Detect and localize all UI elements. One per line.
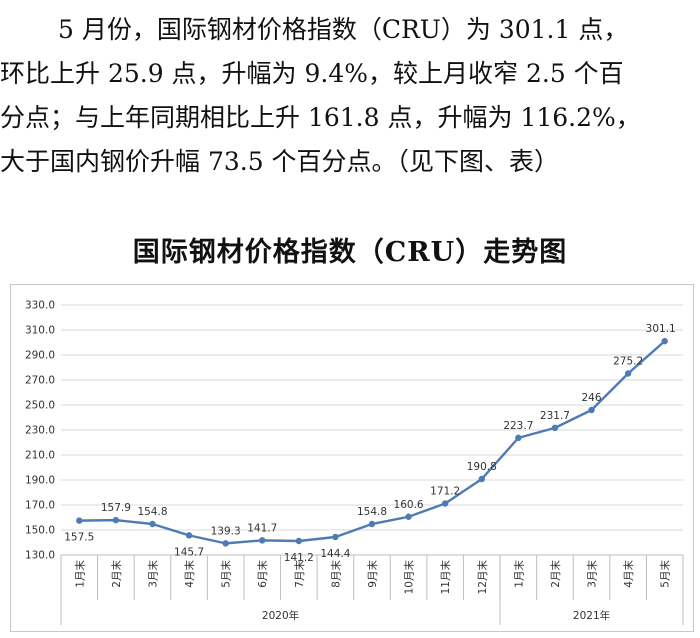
data-label: 160.6 xyxy=(394,499,424,511)
data-label: 223.7 xyxy=(503,420,533,432)
data-point xyxy=(588,406,595,414)
x-tick-label: 4月末 xyxy=(183,560,196,588)
data-label: 171.2 xyxy=(430,486,460,498)
data-label: 157.9 xyxy=(101,502,131,514)
x-tick-label: 2月末 xyxy=(549,560,562,588)
chart-title: 国际钢材价格指数（CRU）走势图 xyxy=(132,237,568,268)
data-label: 157.5 xyxy=(64,532,94,544)
x-tick-label: 5月末 xyxy=(659,560,672,588)
data-point xyxy=(441,500,449,507)
data-label: 231.7 xyxy=(540,410,570,422)
data-point xyxy=(295,537,303,545)
data-point xyxy=(76,517,83,524)
data-point xyxy=(624,370,632,377)
data-label: 154.8 xyxy=(137,506,167,518)
data-label: 301.1 xyxy=(646,323,676,335)
y-tick-label: 230.0 xyxy=(25,425,55,437)
data-point xyxy=(185,532,193,539)
data-label: 154.8 xyxy=(357,506,387,518)
line-chart: 130.0 150.0 170.0 190.0 210.0 230.0 250.0 270.0… xyxy=(25,300,684,625)
x-tick-label: 5月末 xyxy=(220,560,233,588)
chart-area: 130.0 150.0 170.0 190.0 210.0 230.0 250.0 270.0… xyxy=(10,284,694,632)
data-point xyxy=(332,533,339,541)
y-tick-label: 270.0 xyxy=(25,375,55,387)
y-tick-label: 130.0 xyxy=(25,550,55,562)
y-tick-label: 190.0 xyxy=(25,475,55,487)
x-tick-label: 8月末 xyxy=(329,560,342,588)
y-tick-label: 170.0 xyxy=(25,500,55,512)
data-label: 144.4 xyxy=(320,548,350,560)
x-tick-label: 3月末 xyxy=(146,560,159,588)
y-tick-label: 330.0 xyxy=(25,300,55,312)
data-label: 275.2 xyxy=(613,356,643,368)
x-tick-label: 2月末 xyxy=(110,560,123,588)
y-tick-label: 250.0 xyxy=(25,400,55,412)
x-tick-label: 1月末 xyxy=(73,560,86,588)
data-point xyxy=(515,434,522,442)
data-point xyxy=(478,475,485,483)
x-tick-label: 3月末 xyxy=(586,560,599,588)
paragraph-line-2: 环比上升 25.9 点，升幅为 9.4%，较上月收窄 2.5 个百 xyxy=(0,59,624,88)
x-tick-label: 1月末 xyxy=(512,560,525,588)
data-label: 246 xyxy=(582,392,602,404)
x-tick-label: 10月末 xyxy=(403,560,416,595)
data-point xyxy=(112,516,120,524)
data-point xyxy=(222,540,229,547)
y-tick-label: 290.0 xyxy=(25,350,55,362)
x-tick-label: 4月末 xyxy=(622,560,635,588)
x-tick-label: 7月末 xyxy=(293,560,306,588)
group-label: 2020年 xyxy=(262,609,299,622)
paragraph-line-4: 大于国内钢价升幅 73.5 个百分点。（见下图、表） xyxy=(0,147,560,176)
paragraph-line-3: 分点；与上年同期相比上升 161.8 点，升幅为 116.2%， xyxy=(0,103,641,132)
data-point xyxy=(661,337,668,345)
x-tick-label: 12月末 xyxy=(476,560,489,595)
data-label: 190.8 xyxy=(467,461,497,473)
description-paragraph: 5 月份，国际钢材价格指数（CRU）为 301.1 点， 环比上升 25.9 点… xyxy=(0,8,700,184)
y-tick-label: 310.0 xyxy=(25,325,55,337)
data-point xyxy=(551,424,559,432)
data-label: 141.7 xyxy=(247,522,277,534)
x-tick-label: 9月末 xyxy=(366,560,379,588)
data-point xyxy=(149,520,156,528)
group-label: 2021年 xyxy=(573,609,610,622)
data-label: 141.2 xyxy=(284,552,314,564)
data-point xyxy=(259,537,266,544)
data-point xyxy=(368,520,376,528)
x-tick-label: 6月末 xyxy=(256,560,269,588)
y-tick-label: 150.0 xyxy=(25,525,55,537)
data-point xyxy=(405,513,412,520)
data-label: 139.3 xyxy=(211,525,241,537)
paragraph-line-1: 5 月份，国际钢材价格指数（CRU）为 301.1 点， xyxy=(58,15,629,44)
y-tick-label: 210.0 xyxy=(25,450,55,462)
x-tick-label: 11月末 xyxy=(439,560,452,595)
data-label: 145.7 xyxy=(174,546,204,558)
